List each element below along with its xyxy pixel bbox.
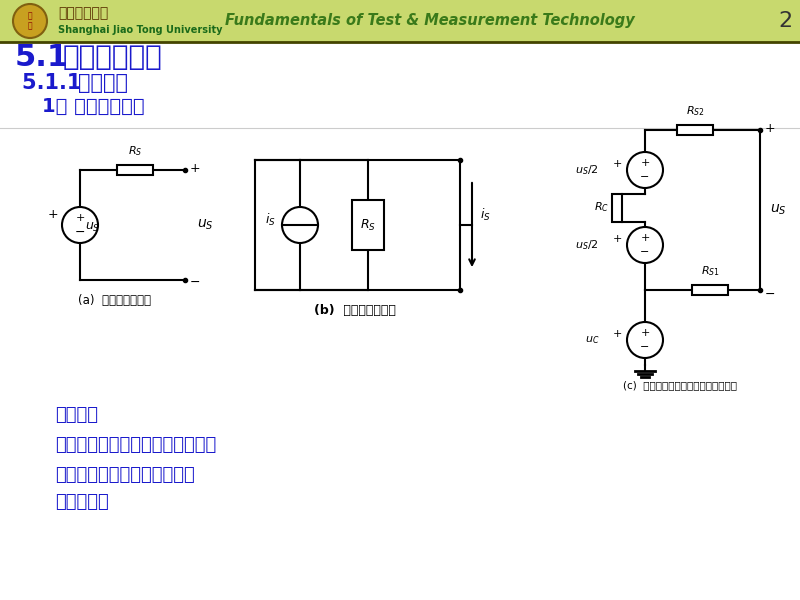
Text: +: +	[190, 161, 201, 175]
Text: −: −	[640, 247, 650, 257]
Text: $u_S$: $u_S$	[197, 218, 214, 232]
Text: 2: 2	[778, 11, 792, 31]
Text: $R_S$: $R_S$	[359, 217, 375, 233]
Text: +: +	[640, 158, 650, 168]
Circle shape	[282, 207, 318, 243]
Bar	[677, 125, 713, 135]
Text: $u_C$: $u_C$	[585, 334, 599, 346]
Text: 5.1.1: 5.1.1	[22, 73, 89, 93]
Text: +: +	[613, 234, 622, 244]
Bar	[612, 193, 622, 221]
Text: (b)  电流源等效电路: (b) 电流源等效电路	[314, 304, 396, 317]
Text: +: +	[765, 121, 776, 134]
Text: +: +	[613, 159, 622, 169]
Text: −: −	[765, 287, 775, 301]
Text: −: −	[640, 172, 650, 182]
Text: $i_S$: $i_S$	[480, 207, 490, 223]
Text: −: −	[640, 342, 650, 352]
Text: 共模抑制比: 共模抑制比	[55, 493, 109, 511]
Text: $R_C$: $R_C$	[594, 200, 609, 214]
Circle shape	[62, 207, 98, 243]
Text: (c)  存在共模电压时的电压源等效电路: (c) 存在共模电压时的电压源等效电路	[623, 380, 737, 390]
Text: 等效电路: 等效电路	[55, 406, 98, 424]
Text: 信号调理电路: 信号调理电路	[63, 43, 162, 71]
Text: Shanghai Jiao Tong University: Shanghai Jiao Tong University	[58, 25, 222, 35]
Text: 共模电压、差模电压（常模电压）: 共模电压、差模电压（常模电压）	[55, 436, 216, 454]
Text: +: +	[47, 208, 58, 221]
Text: 上海交通大学: 上海交通大学	[58, 6, 108, 20]
Text: (a)  电压源等效电路: (a) 电压源等效电路	[78, 293, 151, 307]
Text: $u_S/2$: $u_S/2$	[575, 238, 599, 252]
Text: $u_S$: $u_S$	[770, 203, 786, 217]
Text: +: +	[640, 328, 650, 338]
Text: −: −	[190, 275, 201, 289]
Text: −: −	[74, 226, 86, 238]
Text: $R_S$: $R_S$	[128, 144, 142, 158]
Text: +: +	[640, 233, 650, 243]
Text: $u_S/2$: $u_S/2$	[575, 163, 599, 177]
Bar	[117, 165, 153, 175]
Circle shape	[627, 322, 663, 358]
Text: +: +	[613, 329, 622, 339]
Text: $i_S$: $i_S$	[266, 212, 276, 228]
Text: +: +	[75, 213, 85, 223]
Circle shape	[627, 152, 663, 188]
Text: 差模放大倍数、共模放大倍数: 差模放大倍数、共模放大倍数	[55, 466, 194, 484]
Text: Fundamentals of Test & Measurement Technology: Fundamentals of Test & Measurement Techn…	[225, 13, 635, 28]
Text: 5.1: 5.1	[15, 43, 69, 71]
Bar	[0, 0, 800, 42]
Text: 交
大: 交 大	[28, 11, 32, 31]
Text: $R_{S2}$: $R_{S2}$	[686, 104, 705, 118]
Text: 1、 几个基本概念: 1、 几个基本概念	[42, 97, 145, 115]
Circle shape	[13, 4, 47, 38]
Text: $R_{S1}$: $R_{S1}$	[701, 264, 719, 278]
Bar	[692, 285, 728, 295]
Bar	[351, 200, 383, 250]
Text: 放大电路: 放大电路	[78, 73, 128, 93]
Text: $u_S$: $u_S$	[85, 220, 100, 233]
Circle shape	[627, 227, 663, 263]
